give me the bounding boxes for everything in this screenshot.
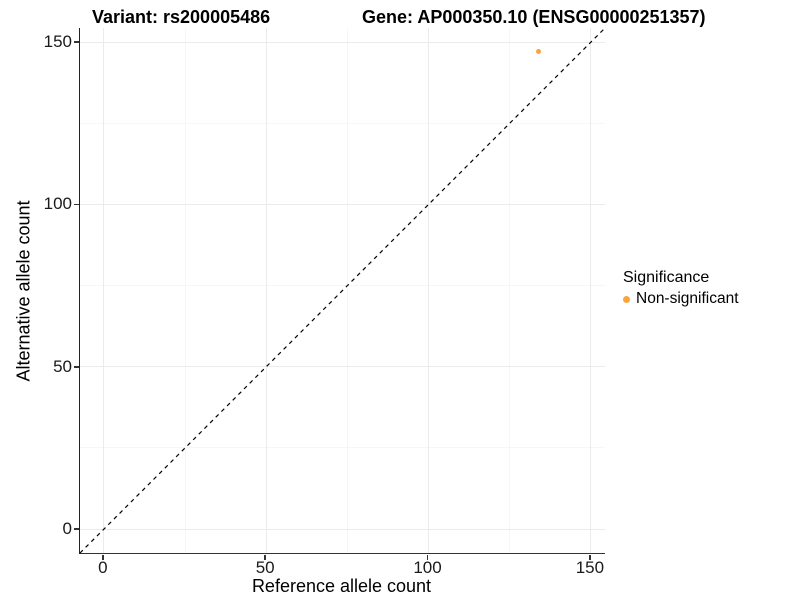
y-minor-gridline — [80, 285, 605, 287]
y-tick-label: 0 — [62, 519, 72, 539]
x-tick-label: 50 — [255, 558, 275, 577]
plot-panel — [79, 27, 606, 554]
legend: Significance Non-significant — [623, 269, 739, 308]
x-major-gridline — [265, 28, 267, 553]
x-tick-label: 150 — [575, 558, 605, 577]
y-axis-tick — [74, 528, 79, 530]
y-axis-tick — [74, 366, 79, 368]
y-major-gridline — [80, 41, 605, 43]
y-minor-gridline — [80, 122, 605, 124]
y-major-gridline — [80, 203, 605, 205]
y-axis-title: Alternative allele count — [13, 200, 34, 382]
y-axis-tick — [74, 41, 79, 43]
x-major-gridline — [428, 28, 430, 553]
x-axis-tick — [589, 554, 591, 560]
x-axis-title: Reference allele count — [251, 576, 432, 596]
plot-title-gene: Gene: AP000350.10 (ENSG00000251357) — [362, 7, 706, 27]
data-point — [536, 49, 542, 55]
x-minor-gridline — [346, 28, 348, 553]
x-axis-tick — [102, 554, 104, 560]
x-major-gridline — [590, 28, 592, 553]
x-minor-gridline — [184, 28, 186, 553]
legend-point-icon — [623, 295, 630, 303]
y-major-gridline — [80, 528, 605, 530]
legend-title: Significance — [623, 269, 710, 286]
x-minor-gridline — [509, 28, 511, 553]
y-tick-label: 100 — [43, 194, 72, 214]
x-tick-label: 100 — [413, 558, 442, 577]
identity-dashed-line — [79, 27, 606, 554]
y-tick-label: 150 — [43, 32, 72, 52]
y-major-gridline — [80, 366, 605, 368]
x-axis-tick — [264, 554, 266, 560]
legend-item-non-significant: Non-significant — [623, 290, 739, 308]
legend-item-label: Non-significant — [636, 290, 739, 307]
x-major-gridline — [103, 28, 105, 553]
plot-title-variant: Variant: rs200005486 — [92, 7, 271, 27]
y-minor-gridline — [80, 447, 605, 449]
x-axis-tick — [426, 554, 429, 560]
y-axis-tick — [74, 203, 79, 206]
x-tick-label: 0 — [98, 558, 108, 577]
y-tick-label: 50 — [53, 356, 72, 376]
